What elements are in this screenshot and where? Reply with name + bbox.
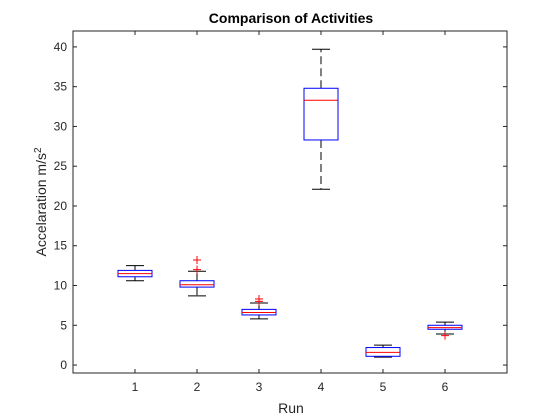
box-5 (365, 344, 401, 358)
y-tick-label: 5 (60, 318, 67, 332)
box-2 (179, 256, 215, 297)
y-tick-label: 25 (54, 159, 68, 173)
y-tick-label: 40 (54, 40, 68, 54)
x-tick-label: 6 (442, 380, 449, 394)
x-tick-label: 5 (380, 380, 387, 394)
y-tick-label: 15 (54, 239, 68, 253)
box-iqr (179, 280, 215, 288)
plot-area-frame (72, 30, 508, 374)
box-6 (427, 321, 463, 340)
x-axis: 1 2 3 4 5 6 (132, 31, 449, 394)
boxes-group (117, 48, 463, 358)
y-axis-label: Accelaration m/s2 (33, 147, 50, 256)
y-tick-label: 0 (60, 358, 67, 372)
y-axis: 0 5 10 15 20 25 30 35 40 (54, 40, 507, 372)
y-tick-label: 35 (54, 80, 68, 94)
outlier-marker (441, 331, 449, 340)
chart-title: Comparison of Activities (209, 10, 374, 26)
box-1 (117, 265, 153, 282)
y-axis-label-base: Accelaration m/s (33, 153, 49, 256)
x-axis-label: Run (278, 400, 304, 416)
outlier-marker (193, 265, 201, 274)
x-tick-label: 1 (132, 380, 139, 394)
outlier-marker (193, 256, 201, 265)
y-tick-label: 10 (54, 279, 68, 293)
box-4 (303, 48, 339, 190)
x-tick-label: 3 (256, 380, 263, 394)
x-tick-label: 2 (194, 380, 201, 394)
y-tick-label: 20 (54, 199, 68, 213)
x-tick-label: 4 (318, 380, 325, 394)
box-iqr (303, 87, 339, 141)
box-3 (241, 295, 277, 320)
y-tick-label: 30 (54, 119, 68, 133)
y-axis-label-superscript: 2 (33, 147, 44, 153)
outlier-marker (255, 295, 263, 304)
